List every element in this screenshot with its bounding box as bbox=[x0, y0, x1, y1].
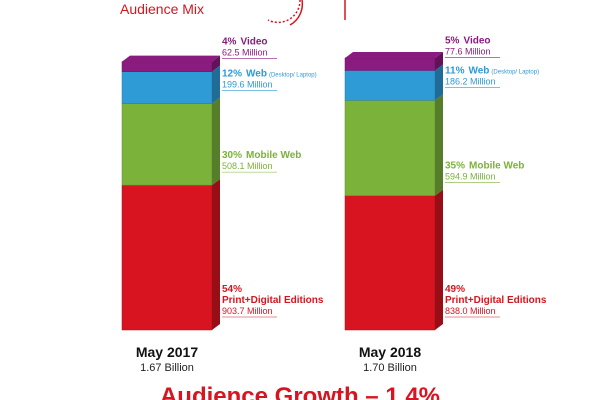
series-name: Video bbox=[240, 37, 267, 48]
bar-segment bbox=[344, 70, 436, 101]
series-note: (Desktop/ Laptop) bbox=[269, 73, 317, 79]
share-label: 30% bbox=[222, 150, 242, 161]
decor-arc bbox=[289, 0, 304, 26]
segment-label: 5% Video bbox=[445, 35, 491, 46]
value-label: 508.1 Million bbox=[222, 161, 273, 171]
share-label: 49% bbox=[445, 284, 465, 295]
value-label: 903.7 Million bbox=[222, 306, 273, 316]
title: Audience Mix bbox=[120, 1, 204, 17]
segment-label: 49% bbox=[445, 284, 465, 295]
footer: Audience Growth – 1.4% bbox=[160, 383, 440, 400]
series-note: (Desktop/ Laptop) bbox=[491, 69, 539, 75]
series-name: Video bbox=[463, 35, 490, 46]
bar-segment bbox=[121, 184, 213, 331]
bar-side bbox=[435, 64, 443, 101]
segment-label: 4% Video bbox=[222, 37, 268, 48]
value-label: 62.5 Million bbox=[222, 48, 268, 58]
decor-arc bbox=[267, 0, 301, 24]
bar-side bbox=[212, 179, 220, 330]
bar-segment bbox=[344, 57, 436, 71]
bar-segment bbox=[344, 195, 436, 331]
share-label: 12% bbox=[222, 69, 242, 80]
series-name: Mobile Web bbox=[246, 150, 301, 161]
bar-side bbox=[212, 65, 220, 104]
bar-side bbox=[212, 97, 220, 186]
category-label: May 2017 bbox=[136, 344, 198, 360]
series-name: Print+Digital Editions bbox=[445, 295, 547, 306]
share-label: 11% bbox=[445, 65, 465, 76]
share-label: 4% bbox=[222, 37, 237, 48]
bar-segment bbox=[121, 71, 213, 104]
series-name: Web bbox=[246, 69, 267, 80]
bar-side bbox=[212, 55, 220, 72]
value-label: 838.0 Million bbox=[445, 306, 496, 316]
bar-top bbox=[122, 55, 220, 62]
segment-label: 11% Web (Desktop/ Laptop) bbox=[445, 65, 539, 76]
series-name: Web bbox=[468, 65, 489, 76]
bar-segment bbox=[121, 103, 213, 186]
series-name: Print+Digital Editions bbox=[222, 295, 324, 306]
value-label: 594.9 Million bbox=[445, 172, 496, 182]
total-label: 1.67 Billion bbox=[140, 362, 194, 374]
category-label: May 2018 bbox=[359, 344, 421, 360]
bar-segment bbox=[121, 61, 213, 72]
series-name: Mobile Web bbox=[469, 161, 524, 172]
value-label: 77.6 Million bbox=[445, 46, 491, 56]
bar-side bbox=[435, 94, 443, 196]
share-label: 5% bbox=[445, 35, 460, 46]
bar-side bbox=[435, 189, 443, 330]
segment-label: 30% Mobile Web bbox=[222, 150, 301, 161]
bar-segment bbox=[344, 100, 436, 196]
value-label: 186.2 Million bbox=[445, 76, 496, 86]
bar-side bbox=[435, 52, 443, 71]
segment-label: 35% Mobile Web bbox=[445, 161, 524, 172]
share-label: 35% bbox=[445, 161, 465, 172]
segment-label: 12% Web (Desktop/ Laptop) bbox=[222, 69, 317, 80]
share-label: 54% bbox=[222, 284, 242, 295]
value-label: 199.6 Million bbox=[222, 80, 273, 90]
segment-label: 54% bbox=[222, 284, 242, 295]
bar-top bbox=[345, 52, 443, 58]
total-label: 1.70 Billion bbox=[363, 362, 417, 374]
